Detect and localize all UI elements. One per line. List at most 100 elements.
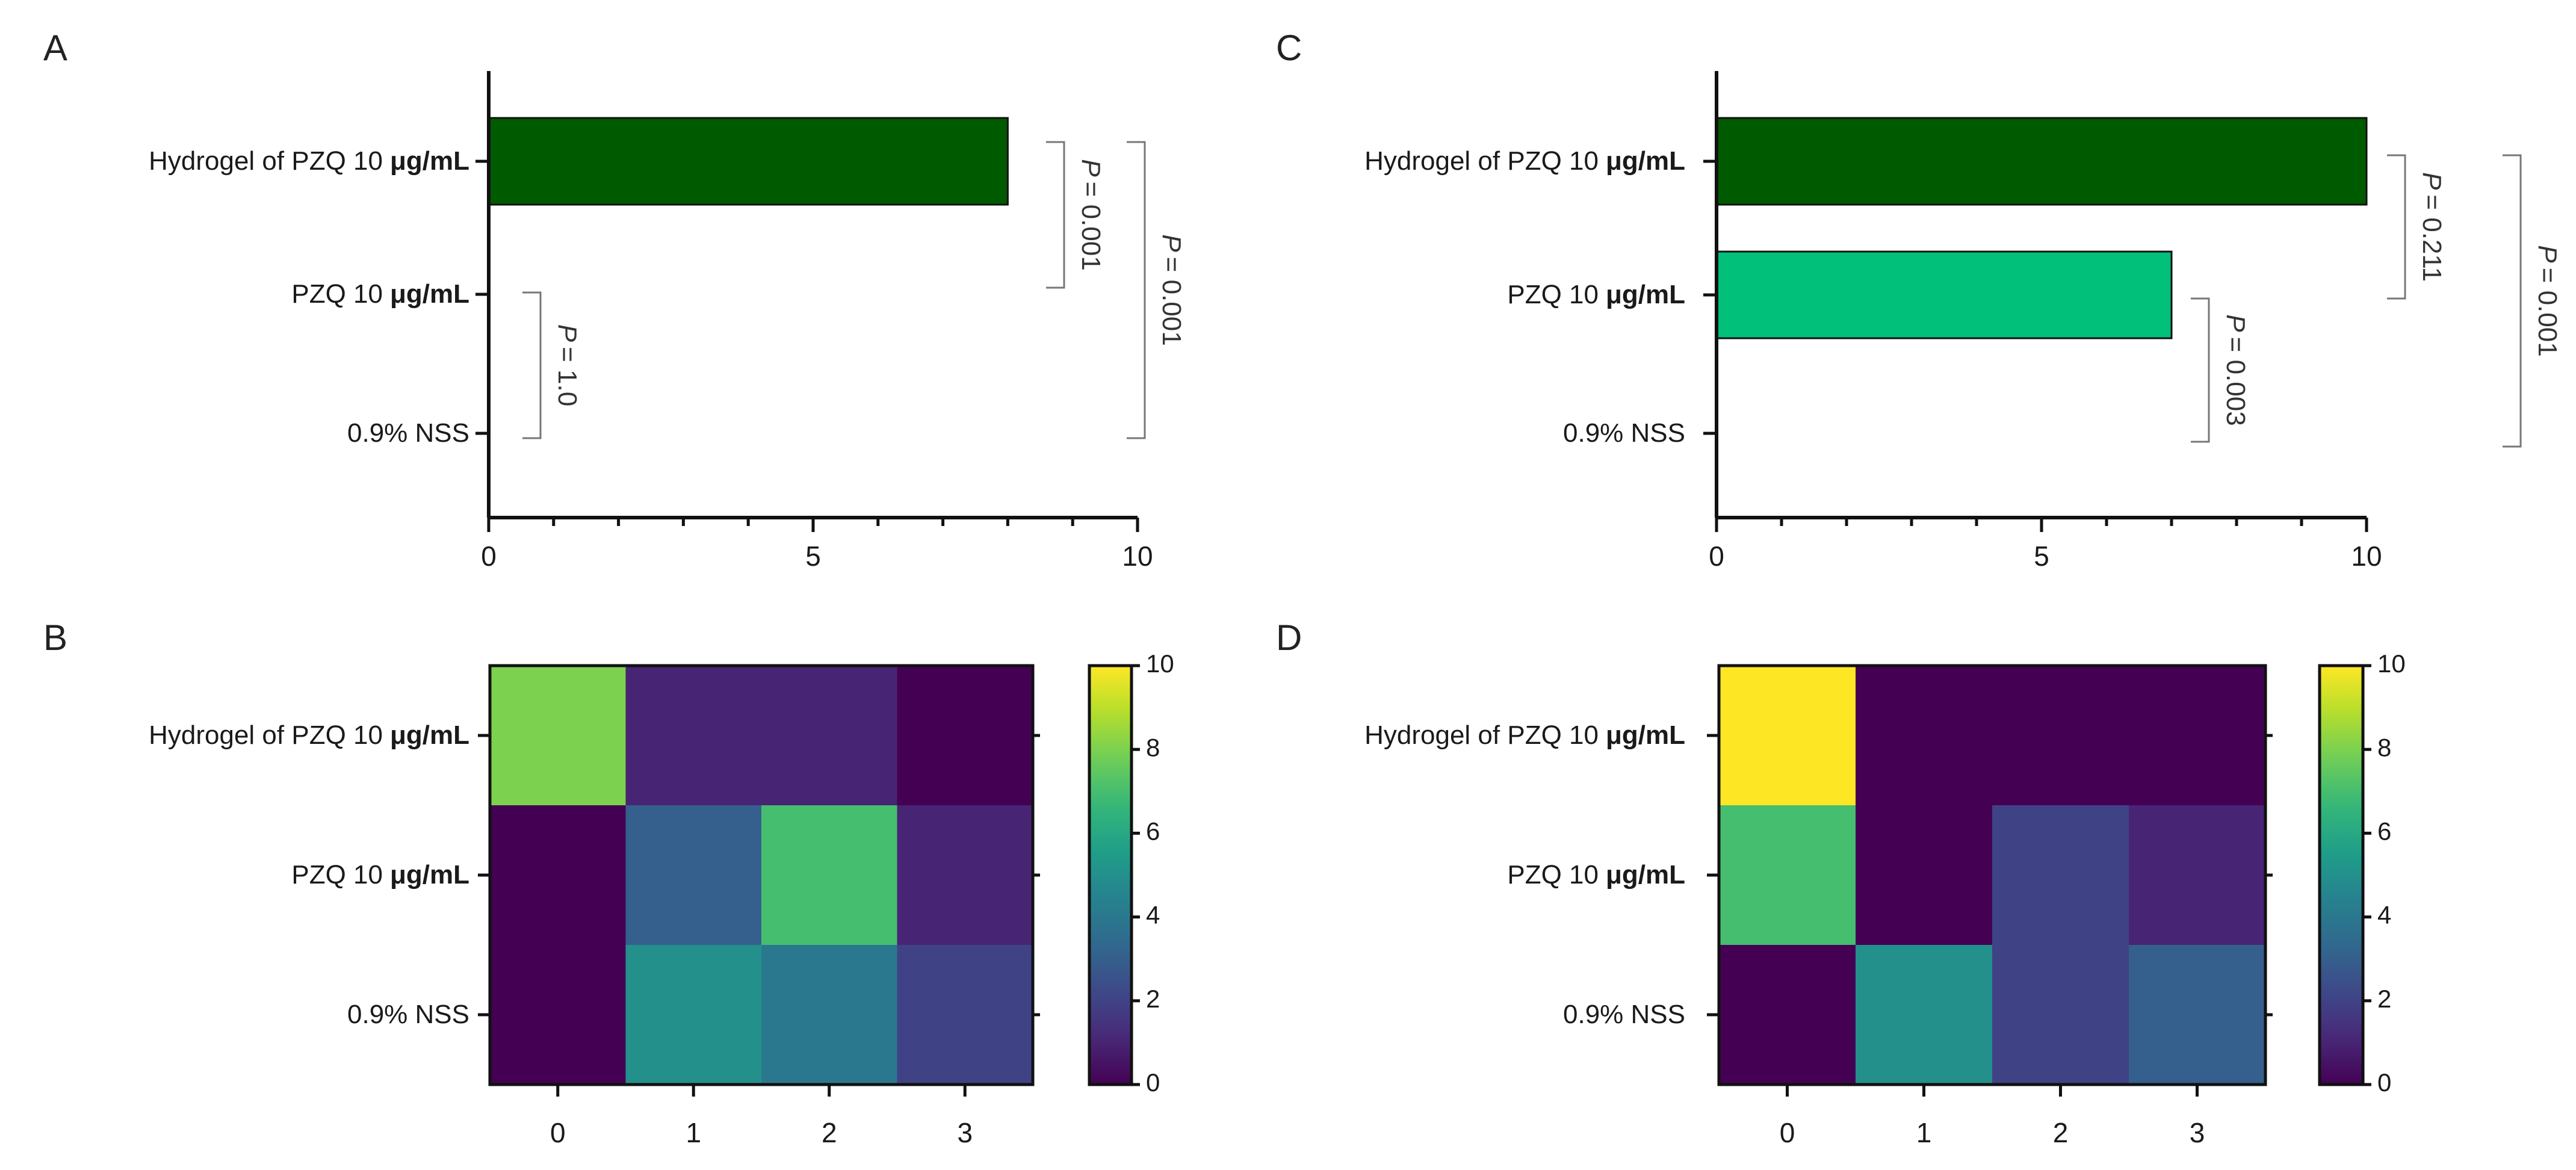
row-label-unit: μg/mL (1606, 720, 1685, 750)
heatmap-cell (1856, 945, 1993, 1085)
category-label-unit: μg/mL (390, 279, 469, 309)
p-value-label: P = 0.211 (2417, 172, 2447, 282)
p-symbol: P (2533, 245, 2562, 263)
colorbar-tick-label: 2 (1146, 985, 1160, 1013)
significance-bracket (2387, 154, 2406, 300)
colorbar-tick-label: 4 (2377, 901, 2391, 929)
category-label: Hydrogel of PZQ 10 μg/mL (149, 146, 469, 176)
category-label: PZQ 10 μg/mL (1507, 280, 1685, 309)
row-label: PZQ 10 μg/mL (1507, 860, 1685, 890)
x-tick-label: 5 (2034, 540, 2049, 572)
row-label-unit: μg/mL (390, 720, 469, 750)
column-label: 3 (957, 1117, 973, 1148)
colorbar-tick-label: 0 (2377, 1068, 2391, 1097)
row-label-text: 0.9% NSS (1563, 1000, 1685, 1029)
p-value-label: P = 0.003 (2221, 314, 2250, 426)
colorbar-tick-label: 6 (2377, 817, 2391, 845)
row-label-text: 0.9% NSS (347, 1000, 469, 1029)
heatmap-cell (1992, 945, 2129, 1085)
row-label-text: Hydrogel of PZQ 10 (1364, 720, 1599, 750)
heatmap-cell (761, 945, 897, 1085)
colorbar-tick-label: 8 (1146, 733, 1160, 761)
significance-bracket (1046, 141, 1065, 289)
category-label-text: PZQ 10 (291, 279, 383, 309)
colorbar-tick-label: 10 (1146, 649, 1174, 678)
p-symbol: P (2221, 314, 2250, 332)
row-label-text: PZQ 10 (1507, 860, 1599, 890)
significance-bracket (1127, 141, 1146, 439)
heatmap-cell (1992, 805, 2129, 946)
row-label: Hydrogel of PZQ 10 μg/mL (1364, 720, 1685, 750)
heatmap-cell (490, 805, 626, 946)
p-value-label: P = 0.001 (2533, 245, 2562, 356)
colorbar (1088, 664, 1133, 1086)
x-tick-label: 0 (481, 540, 497, 572)
colorbar (2318, 664, 2365, 1086)
p-value-label: P = 0.001 (1076, 159, 1106, 270)
bar-c-0 (1715, 117, 2368, 206)
category-label-text: PZQ 10 (1507, 280, 1599, 309)
colorbar-tick-label: 0 (1146, 1068, 1160, 1097)
column-label: 1 (1916, 1117, 1932, 1148)
colorbar-tick-label: 2 (2377, 985, 2391, 1013)
category-label-unit: μg/mL (1606, 280, 1685, 309)
column-label: 2 (822, 1117, 837, 1148)
category-label-text: Hydrogel of PZQ 10 (149, 146, 383, 176)
p-symbol: P (2417, 172, 2447, 190)
significance-bracket (522, 291, 542, 439)
heatmap-cell (761, 666, 897, 806)
heatmap-cell (1992, 666, 2129, 806)
x-tick-label: 10 (1122, 540, 1153, 572)
bar-a-0 (488, 117, 1009, 206)
category-label-text: 0.9% NSS (347, 418, 469, 448)
column-label: 0 (1780, 1117, 1795, 1148)
category-label: Hydrogel of PZQ 10 μg/mL (1364, 146, 1685, 176)
p-symbol: P (1076, 159, 1106, 177)
heatmap-cell (761, 805, 897, 946)
p-value: = 0.001 (1157, 257, 1186, 346)
heatmap-cell (1719, 805, 1856, 946)
colorbar-tick-label: 8 (2377, 733, 2391, 761)
p-value-label: P = 0.001 (1157, 234, 1186, 345)
row-label: Hydrogel of PZQ 10 μg/mL (149, 720, 469, 750)
significance-bracket (2503, 154, 2522, 448)
colorbar-tick-label: 10 (2377, 649, 2406, 678)
heatmap-cell (1719, 666, 1856, 806)
p-symbol: P (1157, 234, 1186, 252)
column-label: 2 (2053, 1117, 2069, 1148)
heatmap-cell (490, 666, 626, 806)
category-label-unit: μg/mL (1606, 146, 1685, 176)
panel-letter-d: D (1276, 618, 1302, 658)
row-label-unit: μg/mL (390, 860, 469, 890)
heatmap-cell (2129, 666, 2266, 806)
heatmap-cell (897, 666, 1033, 806)
column-label: 3 (2190, 1117, 2205, 1148)
panel-letter-b: B (43, 618, 67, 658)
p-value-label: P = 1.0 (553, 324, 582, 406)
p-value: = 1.0 (553, 347, 582, 406)
panel-letter-a: A (43, 28, 67, 68)
row-label-text: PZQ 10 (291, 860, 383, 890)
category-label: PZQ 10 μg/mL (291, 279, 469, 309)
heatmap-cell (625, 945, 762, 1085)
heatmap-cell (897, 805, 1033, 946)
category-label-text: Hydrogel of PZQ 10 (1364, 146, 1599, 176)
p-value: = 0.211 (2417, 194, 2447, 282)
row-label-text: Hydrogel of PZQ 10 (149, 720, 383, 750)
column-label: 0 (550, 1117, 566, 1148)
heatmap-cell (1856, 666, 1993, 806)
heatmap-cell (625, 805, 762, 946)
heatmap-cell (490, 945, 626, 1085)
heatmap-cell (1719, 945, 1856, 1085)
heatmap-cell (625, 666, 762, 806)
column-label: 1 (686, 1117, 701, 1148)
heatmap-cell (2129, 945, 2266, 1085)
heatmap-cell (1856, 805, 1993, 946)
bar-c-1 (1715, 250, 2173, 339)
p-value: = 0.001 (2533, 268, 2562, 357)
row-label: 0.9% NSS (347, 1000, 469, 1029)
